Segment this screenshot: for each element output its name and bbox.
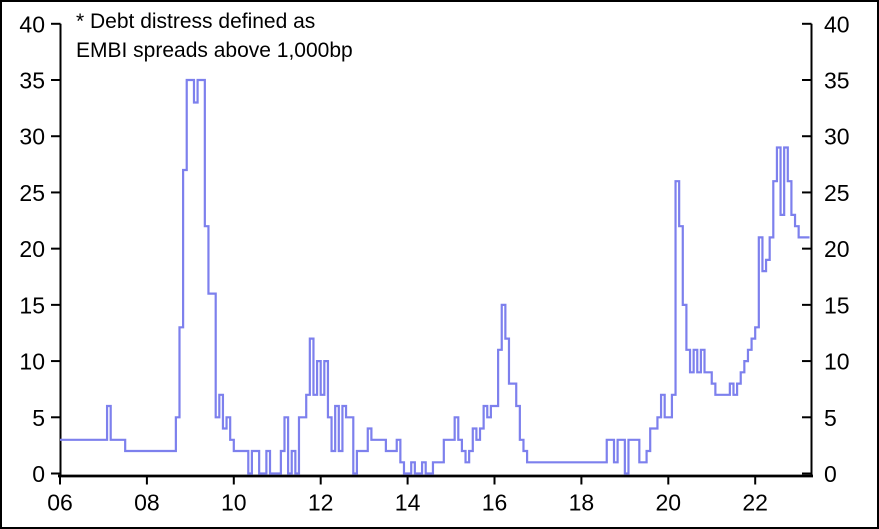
y-axis-left-label: 35 <box>19 68 45 94</box>
x-axis-label: 06 <box>47 490 73 516</box>
x-axis-label: 18 <box>569 490 595 516</box>
y-axis-right-label: 15 <box>824 292 850 318</box>
chart-annotation: * Debt distress defined as EMBI spreads … <box>76 7 353 65</box>
annotation-line-1: * Debt distress defined as <box>76 10 316 33</box>
y-axis-left-label: 20 <box>19 236 45 262</box>
y-axis-right-label: 10 <box>824 349 850 375</box>
y-axis-left-label: 40 <box>19 11 45 37</box>
y-axis-left-label: 5 <box>32 405 45 431</box>
y-axis-right-label: 30 <box>824 124 850 150</box>
y-axis-right-label: 40 <box>824 11 850 37</box>
y-axis-right-label: 20 <box>824 236 850 262</box>
y-axis-right-label: 0 <box>824 461 837 487</box>
y-axis-left-label: 15 <box>19 292 45 318</box>
x-axis-label: 22 <box>742 490 768 516</box>
y-axis-left-label: 0 <box>32 461 45 487</box>
y-axis-right-label: 25 <box>824 180 850 206</box>
y-axis-left-label: 30 <box>19 124 45 150</box>
y-axis-right-label: 5 <box>824 405 837 431</box>
y-axis-left-label: 10 <box>19 349 45 375</box>
x-axis-label: 14 <box>395 490 421 516</box>
annotation-line-2: EMBI spreads above 1,000bp <box>76 39 353 62</box>
x-axis-label: 12 <box>308 490 334 516</box>
x-axis-label: 10 <box>221 490 247 516</box>
x-axis-label: 16 <box>482 490 508 516</box>
debt-distress-series-line <box>60 78 810 475</box>
y-axis-left-label: 25 <box>19 180 45 206</box>
y-axis-right-label: 35 <box>824 68 850 94</box>
x-axis-label: 20 <box>656 490 682 516</box>
x-axis-label: 08 <box>134 490 160 516</box>
